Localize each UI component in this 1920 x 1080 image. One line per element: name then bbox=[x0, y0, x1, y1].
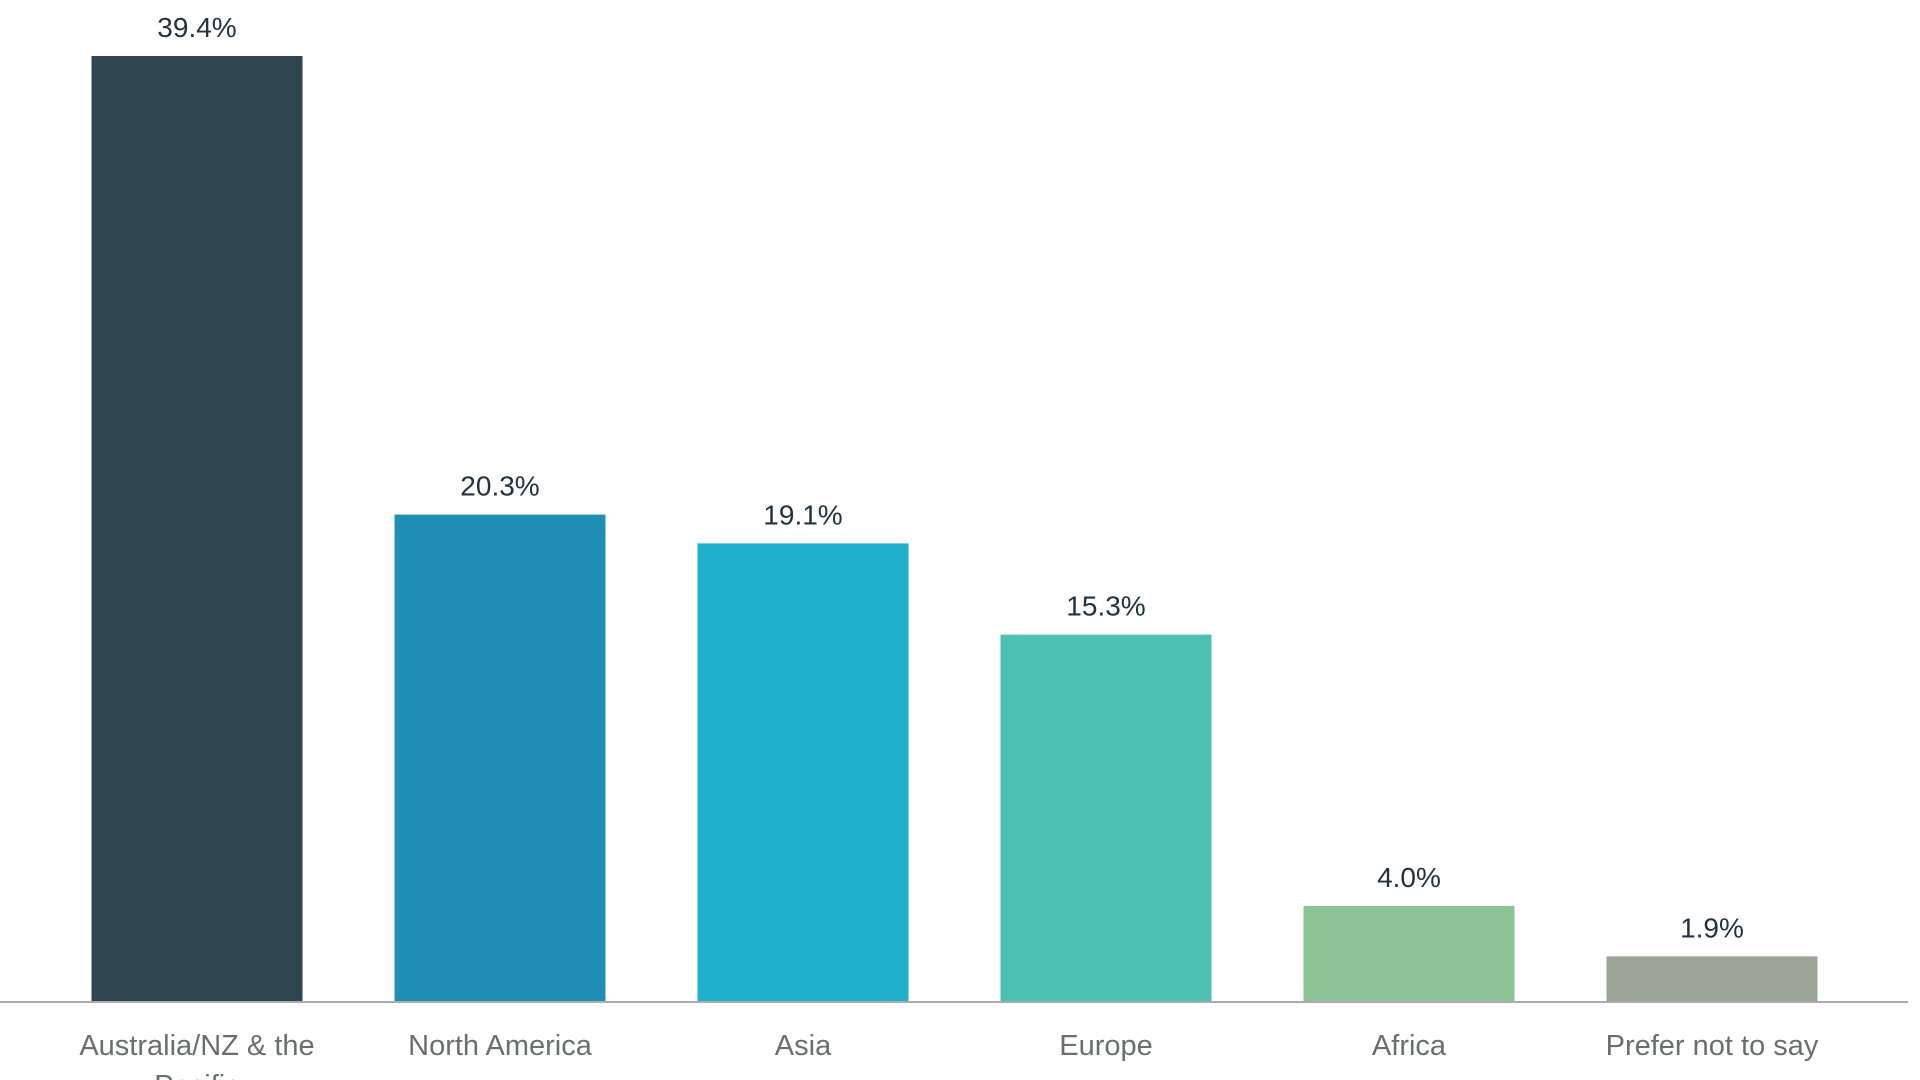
value-label-0: 39.4% bbox=[157, 12, 236, 43]
value-label-1: 20.3% bbox=[460, 471, 539, 502]
category-label-1: North America bbox=[408, 1030, 593, 1062]
category-label-5: Prefer not to say bbox=[1606, 1030, 1819, 1062]
value-label-4: 4.0% bbox=[1377, 862, 1441, 893]
category-label-3: Europe bbox=[1059, 1030, 1153, 1062]
value-label-3: 15.3% bbox=[1066, 591, 1145, 622]
value-labels-group: 39.4% 20.3% 19.1% 15.3% 4.0% 1.9% bbox=[157, 12, 1744, 943]
bar-1 bbox=[394, 514, 606, 1002]
category-label-0: Australia/NZ & thePacific bbox=[79, 1030, 314, 1080]
bar-3 bbox=[1000, 634, 1212, 1002]
bar-2 bbox=[697, 543, 909, 1002]
category-labels-group: Australia/NZ & thePacific North America As… bbox=[79, 1030, 1819, 1080]
category-label-2: Asia bbox=[775, 1030, 832, 1062]
bar-5 bbox=[1606, 956, 1818, 1002]
value-label-2: 19.1% bbox=[763, 499, 842, 530]
bar-4 bbox=[1303, 905, 1515, 1002]
value-label-5: 1.9% bbox=[1680, 912, 1744, 943]
bars-group bbox=[91, 56, 1818, 1002]
bar-0 bbox=[91, 56, 303, 1002]
category-label-4: Africa bbox=[1372, 1030, 1447, 1062]
